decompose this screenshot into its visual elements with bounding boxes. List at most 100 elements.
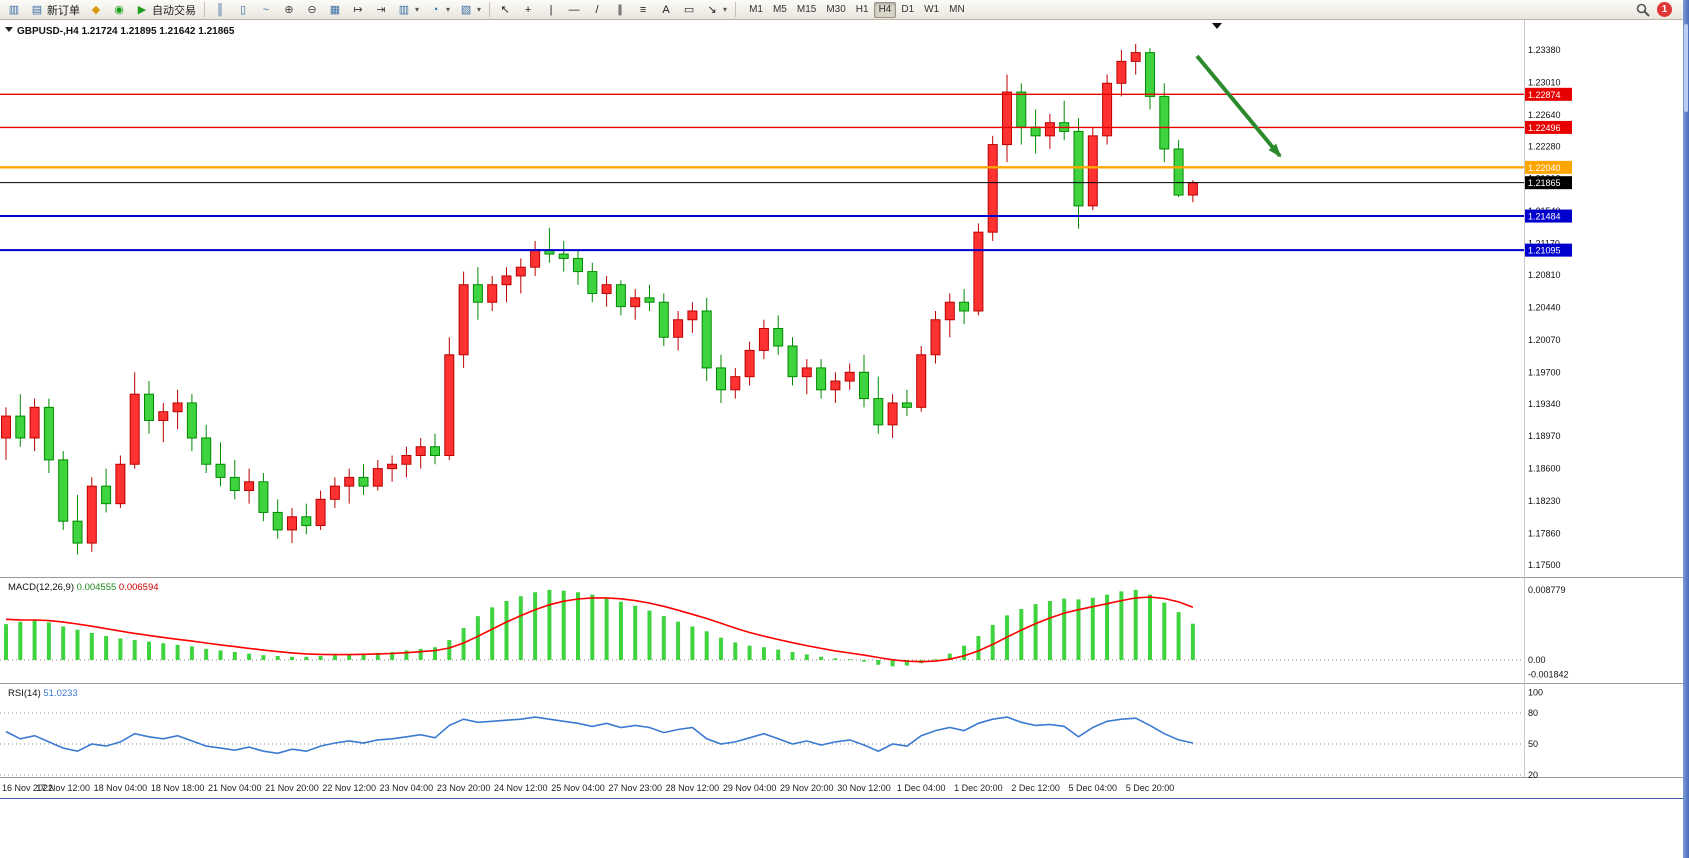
time-axis-label: 25 Nov 04:00 bbox=[551, 783, 605, 793]
chart-area[interactable]: 1.233801.230101.226401.222801.219101.215… bbox=[0, 20, 1683, 798]
candle bbox=[601, 275, 612, 307]
macd-axis-label: 0.00 bbox=[1528, 655, 1546, 665]
candle bbox=[673, 310, 684, 351]
candle bbox=[115, 455, 126, 509]
text-label-button[interactable]: ▭ bbox=[678, 1, 700, 19]
candle bbox=[415, 437, 426, 469]
candle bbox=[1187, 180, 1198, 203]
rsi-panel: 100 80 50 20 RSI(14) 51.0233 bbox=[0, 687, 1543, 780]
macd-axis-label: 0.008779 bbox=[1528, 585, 1566, 595]
collapse-panel-icon[interactable] bbox=[5, 27, 13, 32]
price-axis-label: 1.20440 bbox=[1528, 302, 1561, 312]
tile-windows-button[interactable]: ▦ bbox=[324, 1, 346, 19]
chart-shift-button[interactable]: ⇥ bbox=[370, 1, 392, 19]
candlestick-mode-button[interactable]: ▯ bbox=[232, 1, 254, 19]
candle bbox=[801, 359, 812, 395]
time-axis-label: 29 Nov 04:00 bbox=[723, 783, 777, 793]
cursor-button[interactable]: ↖ bbox=[494, 1, 516, 19]
fibonacci-button[interactable]: ≡ bbox=[632, 1, 654, 19]
trendline-icon: / bbox=[595, 3, 599, 16]
timeframe-m30-button[interactable]: M30 bbox=[826, 4, 846, 15]
dropdown-caret-icon[interactable]: ▾ bbox=[446, 5, 451, 14]
chart-shift-marker[interactable] bbox=[1212, 23, 1222, 29]
zoom-in-button[interactable]: ⊕ bbox=[278, 1, 300, 19]
timeframe-m1-button[interactable]: M1 bbox=[749, 4, 763, 15]
timeframe-d1-button[interactable]: D1 bbox=[901, 4, 915, 15]
vertical-line-button[interactable]: | bbox=[540, 1, 562, 19]
candle bbox=[644, 284, 655, 311]
crosshair-button[interactable]: + bbox=[517, 1, 539, 19]
periods-button[interactable]: ◔ ▾ bbox=[424, 1, 454, 19]
time-axis-label: 30 Nov 12:00 bbox=[837, 783, 891, 793]
price-lines[interactable] bbox=[0, 93, 1524, 252]
vline-icon: | bbox=[549, 3, 553, 16]
timeframe-mn-button[interactable]: MN bbox=[949, 4, 965, 15]
zoom-out-icon: ⊖ bbox=[307, 3, 317, 16]
text-button[interactable]: A bbox=[655, 1, 677, 19]
price-axis-label: 1.22280 bbox=[1528, 141, 1561, 151]
arrows-icon: ↘ bbox=[707, 3, 717, 16]
chart-shift-icon: ⇥ bbox=[376, 3, 386, 16]
chart-window: 1.233801.230101.226401.222801.219101.215… bbox=[0, 20, 1683, 798]
panel-separators bbox=[0, 20, 1683, 778]
time-axis-label: 17 Nov 12:00 bbox=[36, 783, 90, 793]
timeframe-h1-button[interactable]: H1 bbox=[855, 4, 869, 15]
window-bottom-frame bbox=[0, 798, 1689, 858]
time-axis-label: 18 Nov 04:00 bbox=[94, 783, 148, 793]
zoom-out-button[interactable]: ⊖ bbox=[301, 1, 323, 19]
search-icon[interactable] bbox=[1636, 3, 1650, 17]
price-axis-label: 1.18600 bbox=[1528, 464, 1561, 474]
candle bbox=[1159, 83, 1170, 163]
notification-badge[interactable]: 1 bbox=[1657, 2, 1672, 17]
candle bbox=[916, 346, 927, 412]
auto-trading-button[interactable]: ▶ 自动交易 bbox=[131, 1, 200, 19]
candle bbox=[158, 402, 169, 443]
templates-button[interactable]: ▧ ▾ bbox=[455, 1, 485, 19]
new-chart-button[interactable]: ▥ bbox=[3, 1, 25, 19]
time-axis-label: 5 Dec 20:00 bbox=[1126, 783, 1175, 793]
time-axis-label: 23 Nov 04:00 bbox=[380, 783, 434, 793]
metaeditor-button[interactable]: ◆ bbox=[85, 1, 107, 19]
new-chart-menu-button[interactable]: ▥ ▾ bbox=[393, 1, 423, 19]
toolbar-separator bbox=[489, 2, 491, 17]
new-order-button[interactable]: ▤ 新订单 bbox=[26, 1, 84, 19]
candle bbox=[558, 240, 569, 272]
scrollbar-thumb[interactable] bbox=[1684, 24, 1688, 112]
new-order-label: 新订单 bbox=[47, 4, 80, 17]
timeframe-w1-button[interactable]: W1 bbox=[924, 4, 940, 15]
macd-label: MACD(12,26,9) 0.004555 0.006594 bbox=[8, 582, 159, 593]
candle bbox=[215, 442, 226, 487]
candle bbox=[615, 280, 626, 316]
timeframe-m5-button[interactable]: M5 bbox=[772, 4, 787, 15]
dropdown-caret-icon[interactable]: ▾ bbox=[415, 5, 420, 14]
candle bbox=[1073, 118, 1084, 229]
candle bbox=[186, 394, 197, 452]
trend-arrow[interactable] bbox=[1195, 54, 1282, 158]
candle bbox=[730, 367, 741, 399]
price-axis-label: 1.19700 bbox=[1528, 367, 1561, 377]
horizontal-line-button[interactable]: — bbox=[563, 1, 585, 19]
candle bbox=[973, 223, 984, 316]
price-axis-label: 1.22640 bbox=[1528, 110, 1561, 120]
candle bbox=[658, 293, 669, 347]
bars-icon: ║ bbox=[216, 3, 224, 16]
time-axis-label: 18 Nov 18:00 bbox=[151, 783, 205, 793]
bar-chart-mode-button[interactable]: ║ bbox=[209, 1, 231, 19]
auto-scroll-button[interactable]: ↦ bbox=[347, 1, 369, 19]
arrows-button[interactable]: ↘ ▾ bbox=[701, 1, 731, 19]
dropdown-caret-icon[interactable]: ▾ bbox=[477, 5, 482, 14]
line-chart-mode-button[interactable]: ~ bbox=[255, 1, 277, 19]
timeframe-h4-button[interactable]: H4 bbox=[873, 1, 897, 18]
candle bbox=[830, 372, 841, 403]
dropdown-caret-icon[interactable]: ▾ bbox=[723, 5, 728, 14]
equidistant-channel-button[interactable]: ∥ bbox=[609, 1, 631, 19]
price-label-text: 1.21484 bbox=[1528, 212, 1561, 222]
price-axis-label: 1.23010 bbox=[1528, 77, 1561, 87]
trendline-button[interactable]: / bbox=[586, 1, 608, 19]
vertical-scrollbar[interactable] bbox=[1683, 0, 1689, 858]
timeframe-m15-button[interactable]: M15 bbox=[796, 4, 817, 15]
candle bbox=[458, 271, 469, 368]
market-watch-button[interactable]: ◉ bbox=[108, 1, 130, 19]
